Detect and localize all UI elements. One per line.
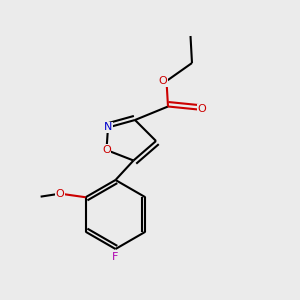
Text: O: O — [158, 76, 167, 86]
Text: F: F — [112, 251, 119, 262]
Text: O: O — [56, 189, 64, 199]
Text: O: O — [197, 104, 206, 115]
Text: N: N — [104, 122, 112, 133]
Text: O: O — [102, 145, 111, 155]
